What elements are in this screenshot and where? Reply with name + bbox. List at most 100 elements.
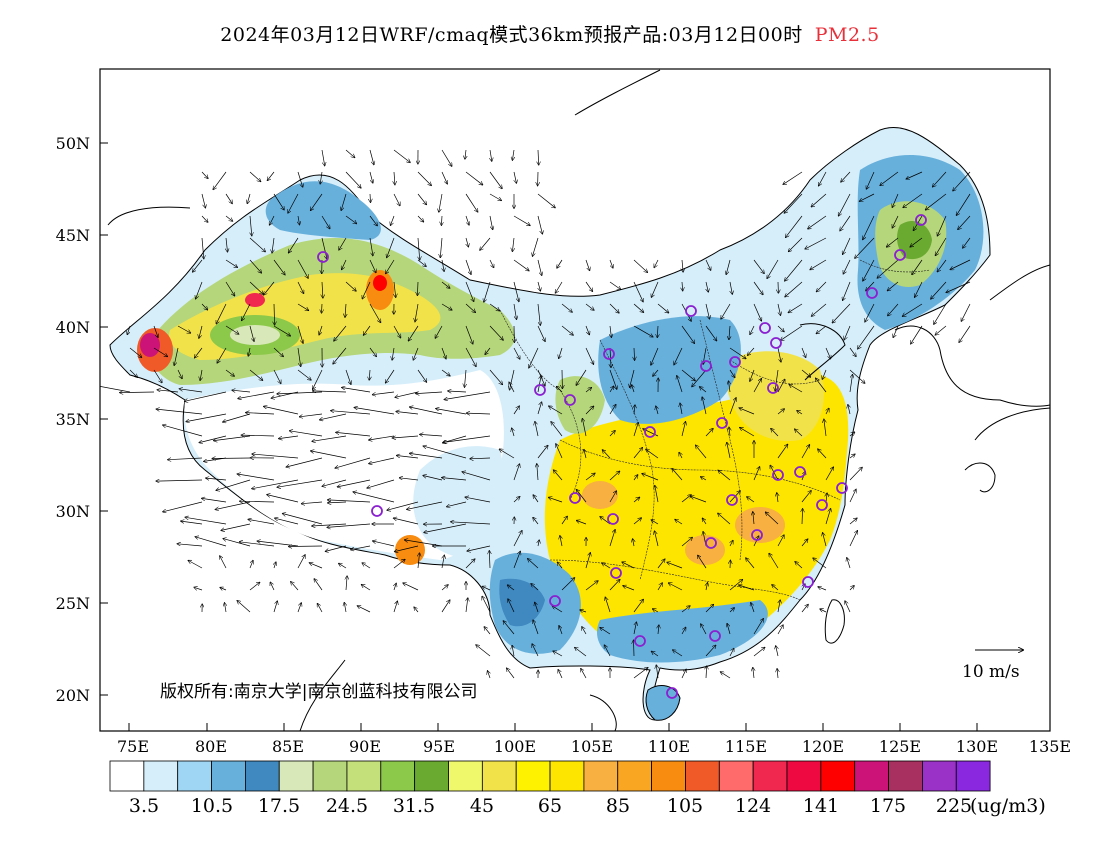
wind-arrow	[858, 325, 875, 349]
colorbar-swatch	[888, 760, 923, 792]
wind-arrow	[270, 582, 275, 591]
colorbar-label: 24.5	[326, 795, 368, 817]
wind-arrow	[702, 397, 707, 415]
wind-arrow	[512, 149, 514, 160]
wind-arrow	[561, 578, 575, 591]
wind-arrow	[681, 606, 690, 613]
wind-arrow	[786, 215, 803, 237]
wind-arrow	[216, 479, 251, 490]
wind-arrow	[931, 281, 947, 299]
wind-arrow	[193, 259, 203, 272]
wind-arrow	[221, 523, 251, 530]
wind-arrow	[513, 464, 520, 481]
wind-arrow	[246, 413, 275, 414]
wind-arrow	[488, 671, 491, 679]
wind-arrow	[561, 516, 567, 525]
wind-arrow	[423, 476, 443, 481]
wind-arrow	[777, 325, 784, 332]
wind-arrow	[364, 325, 371, 335]
lon-label: 135E	[1029, 737, 1071, 756]
wind-arrow	[480, 237, 491, 250]
wind-arrow	[767, 259, 779, 278]
wind-arrow	[585, 303, 594, 310]
wind-arrow	[911, 325, 923, 344]
wind-arrow	[489, 259, 494, 268]
wind-arrow	[535, 422, 539, 437]
wind-arrow	[817, 281, 827, 292]
wind-arrow	[417, 193, 426, 205]
wind-arrow	[721, 303, 731, 319]
wind-arrow	[718, 470, 731, 481]
colorbar-swatch	[854, 760, 889, 792]
lon-label: 120E	[802, 737, 844, 756]
wind-arrow	[818, 587, 827, 591]
wind-arrow	[701, 624, 707, 635]
lon-tick: 125E	[879, 723, 921, 756]
station-marker	[729, 356, 741, 368]
station-marker	[794, 466, 806, 478]
wind-arrow	[465, 369, 467, 387]
wind-arrow	[186, 413, 227, 422]
wind-arrow	[753, 259, 764, 273]
wind-arrow	[439, 193, 443, 212]
wind-arrow	[772, 585, 779, 591]
wind-arrow	[849, 454, 855, 459]
wind-arrow	[740, 428, 755, 437]
wind-arrow	[206, 478, 227, 480]
wind-arrow	[698, 555, 707, 569]
wind-arrow	[397, 456, 419, 459]
wind-arrow	[669, 583, 683, 591]
wind-arrow	[706, 583, 708, 591]
wind-arrow	[801, 369, 811, 377]
station-marker	[705, 537, 717, 549]
wind-arrow	[753, 668, 754, 679]
colorbar-swatch	[955, 760, 991, 792]
lat-tick: 40N	[56, 318, 108, 337]
wind-arrow	[653, 369, 659, 376]
wind-arrow	[658, 625, 659, 635]
lat-tick: 25N	[56, 594, 108, 613]
wind-arrow	[344, 603, 346, 613]
wind-arrow	[392, 436, 419, 438]
lon-label: 130E	[956, 737, 998, 756]
wind-arrow	[418, 553, 420, 569]
wind-arrow	[777, 535, 784, 547]
wind-arrow	[602, 563, 611, 569]
station-marker	[317, 251, 329, 263]
wind-arrow	[179, 389, 203, 393]
wind-arrow	[413, 347, 419, 360]
wind-arrow	[937, 259, 947, 272]
wind-arrow	[915, 281, 923, 297]
colorbar-swatch	[922, 760, 957, 792]
wind-arrow	[801, 445, 810, 459]
wind-arrow	[825, 467, 833, 481]
wind-arrow	[369, 347, 376, 356]
wind-arrow	[317, 604, 323, 613]
wind-arrow	[557, 387, 563, 393]
colorbar-swatch	[515, 760, 551, 792]
wind-arrow	[553, 651, 563, 657]
station-marker	[564, 394, 576, 406]
wind-arrow	[892, 193, 899, 207]
wind-reference-label: 10 m/s	[962, 662, 1020, 682]
colorbar-swatch	[414, 760, 449, 792]
wind-arrow	[706, 666, 707, 679]
wind-arrow	[482, 596, 491, 613]
wind-arrow	[312, 523, 347, 526]
wind-arrow	[840, 215, 851, 231]
wind-arrow	[345, 303, 346, 317]
wind-arrow	[442, 478, 467, 481]
wind-arrow	[777, 493, 778, 503]
colorbar-swatch	[651, 760, 686, 792]
wind-arrow	[672, 469, 683, 481]
wind-arrow	[657, 559, 665, 569]
wind-arrow	[622, 562, 635, 569]
lon-label: 115E	[725, 737, 767, 756]
wind-arrow	[609, 491, 616, 503]
wind-arrow	[489, 193, 501, 201]
wind-arrow	[632, 385, 634, 393]
wind-arrow	[225, 281, 235, 296]
wind-arrow	[825, 347, 831, 359]
wind-arrow	[297, 603, 301, 613]
station-markers	[317, 214, 927, 699]
